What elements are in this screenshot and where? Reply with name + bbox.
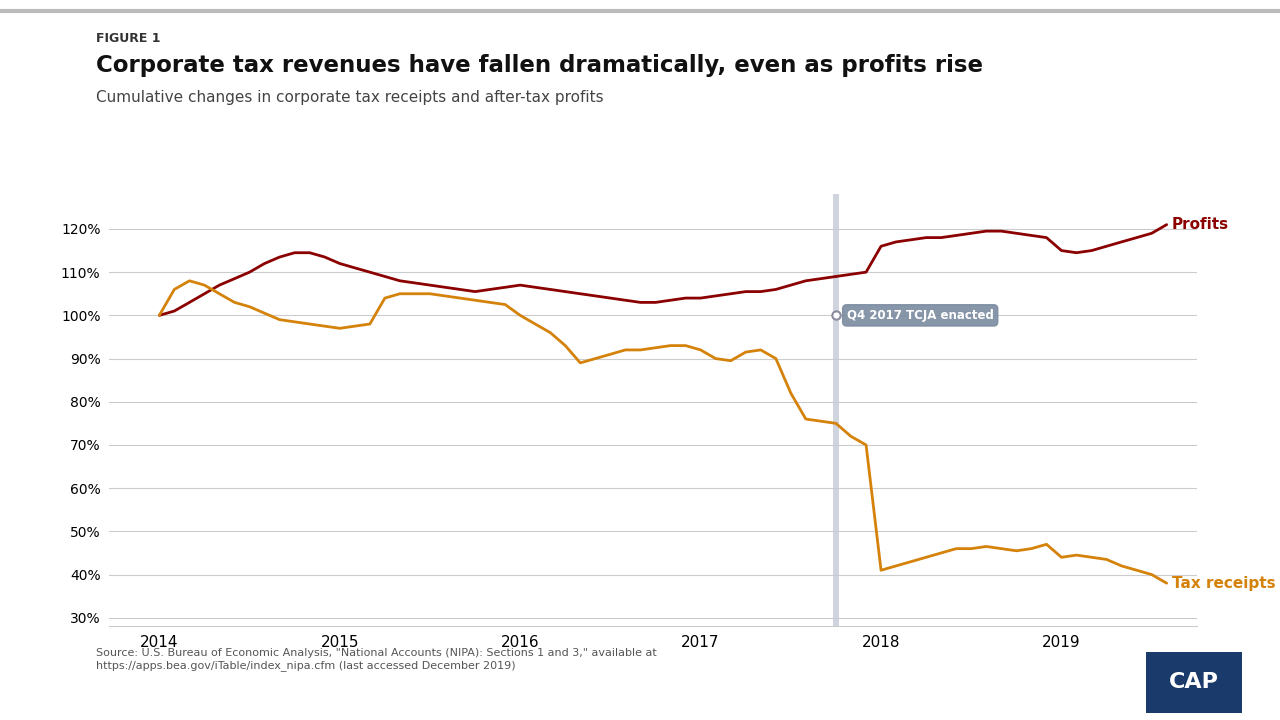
Text: Profits: Profits — [1172, 217, 1229, 232]
Bar — [833, 194, 838, 626]
Text: Cumulative changes in corporate tax receipts and after-tax profits: Cumulative changes in corporate tax rece… — [96, 90, 604, 105]
Text: Tax receipts: Tax receipts — [1172, 576, 1276, 590]
Text: Source: U.S. Bureau of Economic Analysis, "National Accounts (NIPA): Sections 1 : Source: U.S. Bureau of Economic Analysis… — [96, 648, 657, 670]
Text: Corporate tax revenues have fallen dramatically, even as profits rise: Corporate tax revenues have fallen drama… — [96, 54, 983, 77]
Text: CAP: CAP — [1169, 672, 1219, 692]
Text: Q4 2017 TCJA enacted: Q4 2017 TCJA enacted — [847, 309, 993, 322]
Text: FIGURE 1: FIGURE 1 — [96, 32, 160, 45]
